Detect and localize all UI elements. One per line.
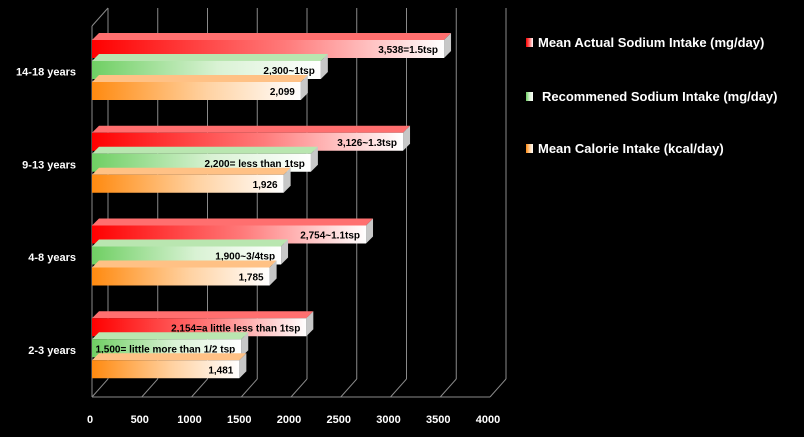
bar-top-face	[92, 146, 318, 154]
floor-gridline	[240, 378, 258, 398]
floor-gridline	[390, 378, 407, 398]
x-tick-label: 3500	[426, 414, 450, 426]
bar-top-face	[92, 332, 249, 340]
bar-top-face	[92, 54, 328, 61]
bar	[92, 82, 301, 100]
bar	[92, 61, 321, 79]
bar-top-face	[92, 239, 289, 247]
floor-gridline	[290, 378, 308, 398]
data-label: 3,126~1.3tsp	[337, 138, 397, 149]
legend-swatch	[526, 38, 533, 47]
bar-top-face	[92, 218, 374, 226]
legend: Mean Actual Sodium Intake (mg/day) Recomm…	[526, 35, 778, 156]
bar-side-face	[320, 54, 328, 79]
legend-label: Mean Calorie Intake (kcal/day)	[538, 141, 724, 156]
legend-label: Recommened Sodium Intake (mg/day)	[542, 89, 778, 104]
data-label: 1,900~3/4tsp	[215, 252, 275, 263]
bar-side-face	[281, 239, 289, 265]
floor-gridline	[191, 378, 208, 398]
floor-gridline	[439, 378, 457, 398]
bar	[92, 318, 307, 337]
legend-swatch	[526, 144, 533, 153]
data-label: 2,300~1tsp	[263, 66, 314, 77]
bar	[92, 40, 445, 58]
bar	[92, 246, 282, 265]
x-tick-label: 500	[131, 414, 149, 426]
bar-top-face	[92, 75, 308, 82]
data-label: 1,500= little more than 1/2 tsp	[95, 344, 235, 355]
bar-side-face	[269, 260, 277, 286]
bar-side-face	[366, 218, 374, 244]
bar-side-face	[444, 33, 452, 58]
x-tick-label: 4000	[476, 414, 500, 426]
y-tick-label: 9-13 years	[22, 159, 76, 171]
x-tick-label: 2500	[327, 414, 351, 426]
bar-side-face	[283, 167, 291, 193]
y-tick-label: 14-18 years	[16, 67, 76, 79]
bar	[92, 132, 404, 151]
x-tick-label: 1500	[227, 414, 251, 426]
bar-side-face	[300, 75, 308, 100]
data-label: 1,481	[208, 365, 233, 376]
floor-gridline	[340, 378, 358, 398]
bar	[92, 339, 242, 358]
y-tick-label: 2-3 years	[28, 345, 76, 357]
x-tick-label: 3000	[376, 414, 400, 426]
y-tick-label: 4-8 years	[28, 252, 76, 264]
legend-swatch	[526, 92, 533, 101]
bar	[92, 174, 284, 193]
bar-side-face	[306, 311, 314, 337]
floor-gridline	[91, 378, 109, 398]
data-label: 1,926	[253, 180, 278, 191]
bar-side-face	[239, 353, 247, 379]
bar-side-face	[403, 125, 411, 151]
bar-top-face	[92, 260, 277, 268]
bar	[92, 360, 240, 379]
data-label: 2,200= less than 1tsp	[205, 159, 305, 170]
x-tick-label: 1000	[177, 414, 201, 426]
data-label: 2,754~1.1tsp	[300, 231, 360, 242]
bar-top-face	[92, 125, 411, 133]
bar-top-face	[92, 311, 314, 319]
x-tick-label: 2000	[277, 414, 301, 426]
data-label: 1,785	[239, 273, 264, 284]
plot-area: 0 500 1000 1500 2000 2500 3000 3500 4000 14-18 ye…	[16, 7, 507, 426]
floor-gridline	[489, 378, 507, 398]
floor-gridline	[141, 378, 159, 398]
side-wall-top	[91, 7, 109, 27]
bar-top-face	[92, 167, 291, 175]
bar-top-face	[92, 353, 247, 361]
bar	[92, 153, 311, 172]
bar	[92, 225, 367, 244]
bar-side-face	[241, 332, 249, 358]
legend-label: Mean Actual Sodium Intake (mg/day)	[538, 35, 764, 50]
bar-side-face	[310, 146, 318, 172]
data-label: 3,538=1.5tsp	[378, 45, 438, 56]
data-label: 2,099	[270, 87, 295, 98]
bar	[92, 267, 270, 286]
data-label: 2,154=a little less than 1tsp	[171, 323, 300, 334]
bar-top-face	[92, 33, 452, 40]
x-tick-label: 0	[87, 414, 93, 426]
